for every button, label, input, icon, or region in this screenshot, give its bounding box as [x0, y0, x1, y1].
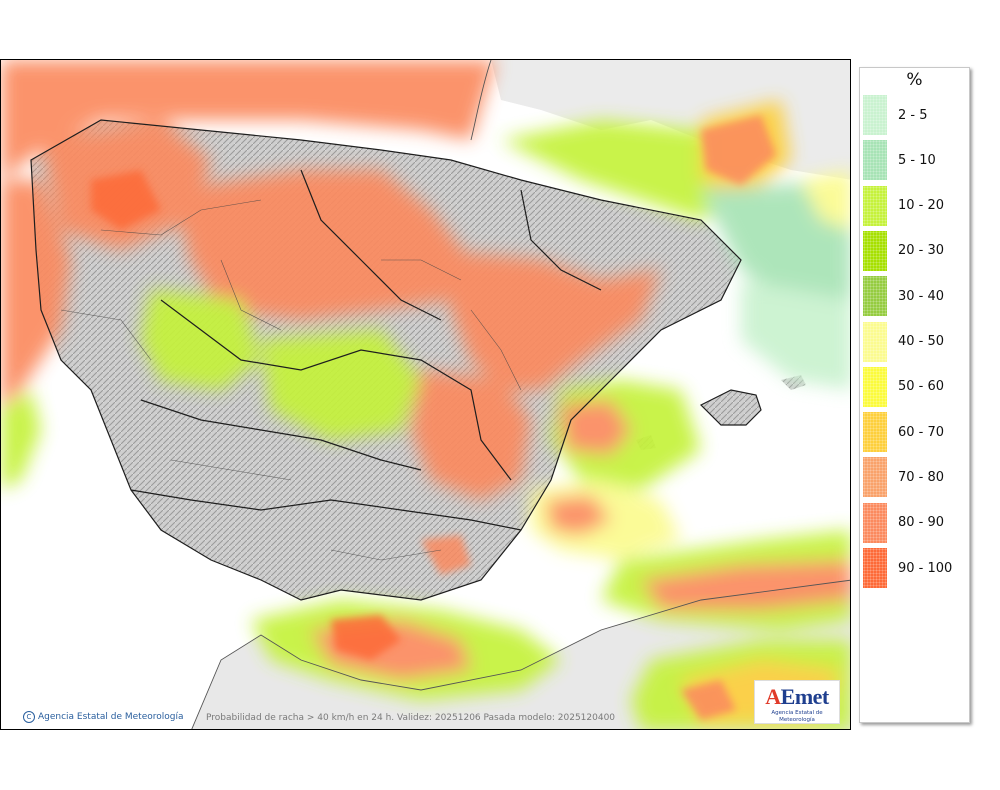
legend-label: 50 - 60 [898, 379, 945, 395]
legend-item: 40 - 50 [863, 321, 967, 362]
legend-label: 10 - 20 [898, 198, 945, 214]
legend-label: 80 - 90 [898, 515, 945, 531]
legend-swatch [863, 140, 887, 181]
legend-swatch [863, 185, 887, 226]
probability-map: C Agencia Estatal de Meteorología Probab… [0, 59, 851, 730]
copyright-icon: C [23, 711, 35, 723]
legend-label: 90 - 100 [898, 560, 953, 576]
logo-mark: AEmet [765, 684, 829, 709]
legend-swatch [863, 412, 887, 453]
legend-item: 20 - 30 [863, 230, 967, 271]
legend-swatch [863, 95, 887, 135]
aemet-logo: AEmet Agencia Estatal de Meteorología [754, 680, 840, 724]
credit-text: Agencia Estatal de Meteorología [38, 712, 184, 722]
legend-swatch [863, 502, 887, 543]
legend-item: 2 - 5 [863, 95, 967, 135]
legend-item: 50 - 60 [863, 366, 967, 407]
map-caption: Probabilidad de racha > 40 km/h en 24 h.… [206, 713, 616, 723]
legend-label: 30 - 40 [898, 288, 945, 304]
legend-swatch [863, 276, 887, 317]
legend-label: 20 - 30 [898, 243, 945, 259]
legend-item: 5 - 10 [863, 140, 967, 181]
legend-swatch [863, 457, 887, 498]
legend-swatch [863, 366, 887, 407]
aemet-credit: C Agencia Estatal de Meteorología [23, 711, 184, 723]
legend-swatch [863, 548, 887, 588]
legend-item: 60 - 70 [863, 412, 967, 453]
legend-label: 70 - 80 [898, 469, 945, 485]
legend-label: 5 - 10 [898, 152, 936, 168]
legend-item: 30 - 40 [863, 276, 967, 317]
legend-swatch [863, 230, 887, 271]
legend-item: 80 - 90 [863, 502, 967, 543]
probability-legend: % 2 - 5 5 - 10 10 - 20 20 - 30 30 - 40 40 - 5… [859, 67, 970, 723]
logo-subtitle: Agencia Estatal de Meteorología [771, 710, 823, 723]
legend-label: 40 - 50 [898, 334, 945, 349]
legend-item: 90 - 100 [863, 548, 967, 588]
balearic-islands [636, 375, 806, 450]
legend-item: 70 - 80 [863, 457, 967, 498]
legend-swatch [863, 321, 887, 362]
legend-title: % [906, 70, 923, 90]
map-canvas [1, 60, 850, 729]
legend-label: 2 - 5 [898, 107, 928, 123]
legend-label: 60 - 70 [898, 424, 945, 440]
legend-item: 10 - 20 [863, 185, 967, 226]
